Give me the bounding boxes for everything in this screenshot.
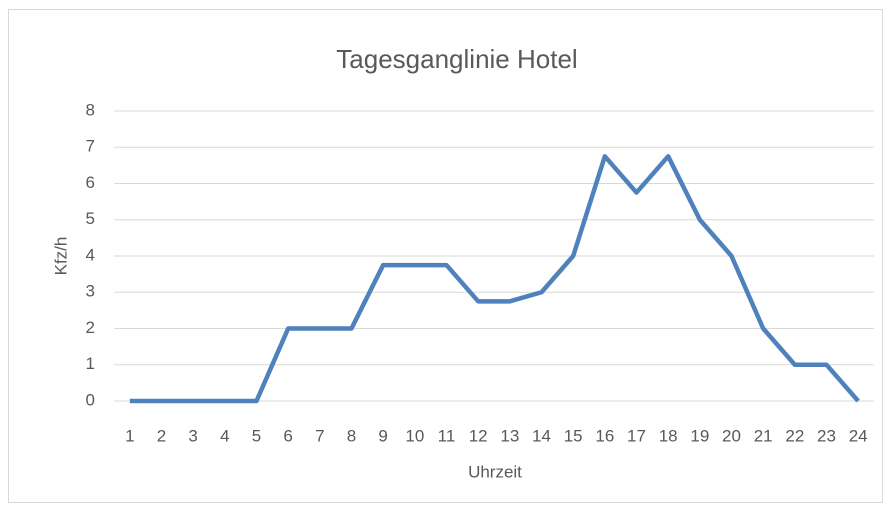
x-tick-label: 18: [659, 426, 678, 445]
x-tick-label: 3: [188, 426, 197, 445]
x-tick-label: 2: [157, 426, 166, 445]
y-tick-label: 3: [86, 282, 95, 301]
chart-title: Tagesganglinie Hotel: [336, 44, 577, 74]
y-tick-label: 1: [86, 354, 95, 373]
y-axis-label: Kfz/h: [51, 237, 70, 276]
y-tick-label: 6: [86, 173, 95, 192]
x-tick-label: 21: [754, 426, 773, 445]
x-tick-label: 12: [469, 426, 488, 445]
x-tick-label: 15: [564, 426, 583, 445]
x-tick-label: 8: [347, 426, 356, 445]
y-tick-label: 4: [86, 245, 95, 264]
x-tick-label: 16: [595, 426, 614, 445]
x-tick-label: 5: [252, 426, 261, 445]
x-tick-label: 24: [849, 426, 868, 445]
x-tick-label: 19: [690, 426, 709, 445]
x-tick-label: 4: [220, 426, 229, 445]
x-tick-label: 6: [283, 426, 292, 445]
x-tick-label: 9: [378, 426, 387, 445]
y-tick-label: 2: [86, 318, 95, 337]
data-line: [129, 154, 860, 404]
x-tick-label: 11: [438, 426, 456, 445]
x-tick-label: 20: [722, 426, 741, 445]
x-tick-label: 23: [817, 426, 836, 445]
x-tick-label: 7: [315, 426, 324, 445]
x-tick-label: 22: [785, 426, 804, 445]
x-axis-label: Uhrzeit: [468, 462, 522, 481]
x-tick-label: 13: [500, 426, 519, 445]
y-tick-label: 5: [86, 209, 95, 228]
x-tick-label: 1: [125, 426, 134, 445]
y-tick-label: 0: [86, 390, 95, 409]
y-tick-label: 7: [86, 137, 95, 156]
x-tick-label: 17: [627, 426, 646, 445]
y-tick-label: 8: [86, 100, 95, 119]
x-tick-label: 10: [405, 426, 424, 445]
x-tick-label: 14: [532, 426, 551, 445]
